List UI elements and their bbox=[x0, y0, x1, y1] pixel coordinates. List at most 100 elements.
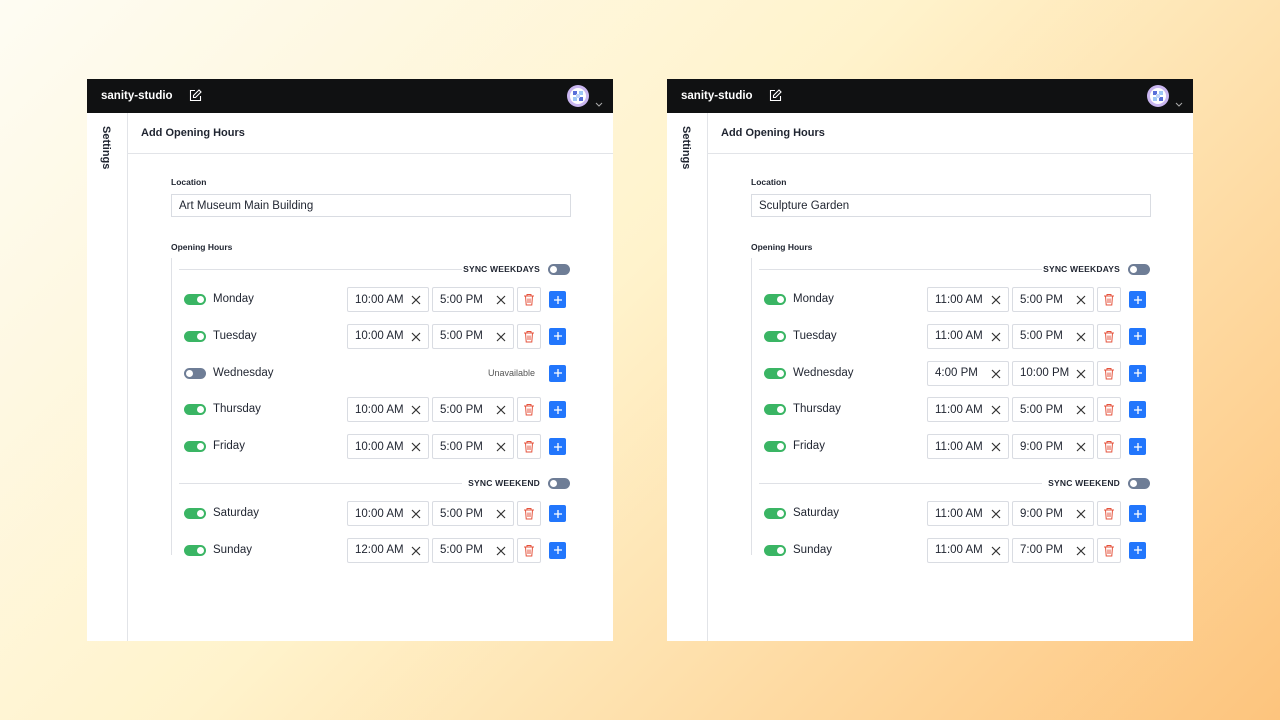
day-toggle[interactable] bbox=[764, 330, 786, 342]
open-time[interactable]: 11:00 AM bbox=[927, 537, 1009, 563]
open-time[interactable]: 10:00 AM bbox=[347, 323, 429, 349]
add-button[interactable] bbox=[549, 327, 566, 345]
day-toggle[interactable] bbox=[184, 508, 206, 519]
close-time[interactable]: 5:00 PM bbox=[1012, 397, 1094, 423]
day-toggle[interactable] bbox=[764, 404, 786, 416]
delete-button[interactable] bbox=[1097, 360, 1121, 386]
add-button[interactable] bbox=[1129, 438, 1146, 456]
delete-button[interactable] bbox=[517, 501, 541, 526]
avatar[interactable] bbox=[1147, 85, 1169, 107]
add-button[interactable] bbox=[549, 438, 566, 456]
sync-toggle[interactable] bbox=[548, 478, 570, 489]
clear-button[interactable] bbox=[496, 509, 506, 519]
clear-button[interactable] bbox=[411, 405, 421, 415]
open-time[interactable]: 11:00 AM bbox=[927, 501, 1009, 526]
clear-button[interactable] bbox=[991, 509, 1001, 519]
delete-button[interactable] bbox=[517, 434, 541, 460]
delete-button[interactable] bbox=[1097, 434, 1121, 460]
delete-button[interactable] bbox=[1097, 537, 1121, 563]
close-time[interactable]: 5:00 PM bbox=[432, 434, 514, 460]
add-button[interactable] bbox=[549, 401, 566, 419]
clear-button[interactable] bbox=[496, 546, 506, 556]
day-toggle[interactable] bbox=[764, 441, 786, 453]
sync-toggle[interactable] bbox=[1128, 478, 1150, 489]
day-toggle[interactable] bbox=[184, 294, 206, 305]
close-time[interactable]: 5:00 PM bbox=[432, 501, 514, 526]
clear-button[interactable] bbox=[1076, 369, 1086, 379]
clear-button[interactable] bbox=[1076, 405, 1086, 415]
add-button[interactable] bbox=[549, 364, 566, 382]
sync-toggle[interactable] bbox=[1128, 264, 1150, 275]
clear-button[interactable] bbox=[1076, 509, 1086, 519]
clear-button[interactable] bbox=[991, 442, 1001, 452]
close-time[interactable]: 5:00 PM bbox=[432, 537, 514, 563]
close-time[interactable]: 7:00 PM bbox=[1012, 537, 1094, 563]
sidebar-label[interactable]: Settings bbox=[680, 126, 692, 170]
sidebar-label[interactable]: Settings bbox=[100, 126, 112, 170]
open-time[interactable]: 10:00 AM bbox=[347, 501, 429, 526]
open-time[interactable]: 10:00 AM bbox=[347, 434, 429, 460]
clear-button[interactable] bbox=[411, 442, 421, 452]
delete-button[interactable] bbox=[1097, 501, 1121, 526]
add-button[interactable] bbox=[1129, 291, 1146, 308]
day-toggle[interactable] bbox=[764, 508, 786, 519]
open-time[interactable]: 11:00 AM bbox=[927, 323, 1009, 349]
clear-button[interactable] bbox=[1076, 295, 1086, 305]
close-time[interactable]: 9:00 PM bbox=[1012, 501, 1094, 526]
day-toggle[interactable] bbox=[184, 441, 206, 453]
delete-button[interactable] bbox=[517, 287, 541, 312]
close-time[interactable]: 5:00 PM bbox=[432, 287, 514, 312]
open-time[interactable]: 10:00 AM bbox=[347, 397, 429, 423]
day-toggle[interactable] bbox=[764, 544, 786, 556]
clear-button[interactable] bbox=[1076, 332, 1086, 342]
add-button[interactable] bbox=[1129, 401, 1146, 419]
clear-button[interactable] bbox=[1076, 442, 1086, 452]
add-button[interactable] bbox=[549, 505, 566, 522]
clear-button[interactable] bbox=[991, 405, 1001, 415]
avatar[interactable] bbox=[567, 85, 589, 107]
delete-button[interactable] bbox=[517, 397, 541, 423]
delete-button[interactable] bbox=[1097, 323, 1121, 349]
day-toggle[interactable] bbox=[184, 367, 206, 379]
edit-button[interactable] bbox=[769, 89, 782, 102]
clear-button[interactable] bbox=[496, 332, 506, 342]
clear-button[interactable] bbox=[991, 369, 1001, 379]
clear-button[interactable] bbox=[991, 546, 1001, 556]
avatar-menu[interactable] bbox=[595, 94, 603, 107]
clear-button[interactable] bbox=[991, 295, 1001, 305]
add-button[interactable] bbox=[549, 291, 566, 308]
close-time[interactable]: 5:00 PM bbox=[1012, 287, 1094, 312]
open-time[interactable]: 10:00 AM bbox=[347, 287, 429, 312]
location-input[interactable]: Sculpture Garden bbox=[751, 194, 1151, 217]
location-input[interactable]: Art Museum Main Building bbox=[171, 194, 571, 217]
sync-toggle[interactable] bbox=[548, 264, 570, 275]
close-time[interactable]: 9:00 PM bbox=[1012, 434, 1094, 460]
close-time[interactable]: 5:00 PM bbox=[1012, 323, 1094, 349]
day-toggle[interactable] bbox=[184, 544, 206, 556]
open-time[interactable]: 12:00 AM bbox=[347, 537, 429, 563]
clear-button[interactable] bbox=[411, 546, 421, 556]
delete-button[interactable] bbox=[1097, 287, 1121, 312]
clear-button[interactable] bbox=[411, 332, 421, 342]
clear-button[interactable] bbox=[411, 295, 421, 305]
clear-button[interactable] bbox=[496, 405, 506, 415]
add-button[interactable] bbox=[1129, 364, 1146, 382]
open-time[interactable]: 4:00 PM bbox=[927, 360, 1009, 386]
delete-button[interactable] bbox=[517, 537, 541, 563]
clear-button[interactable] bbox=[411, 509, 421, 519]
add-button[interactable] bbox=[1129, 327, 1146, 345]
avatar-menu[interactable] bbox=[1175, 94, 1183, 107]
open-time[interactable]: 11:00 AM bbox=[927, 287, 1009, 312]
close-time[interactable]: 5:00 PM bbox=[432, 397, 514, 423]
close-time[interactable]: 5:00 PM bbox=[432, 323, 514, 349]
add-button[interactable] bbox=[1129, 505, 1146, 522]
clear-button[interactable] bbox=[991, 332, 1001, 342]
day-toggle[interactable] bbox=[764, 294, 786, 305]
add-button[interactable] bbox=[1129, 541, 1146, 559]
delete-button[interactable] bbox=[1097, 397, 1121, 423]
day-toggle[interactable] bbox=[184, 404, 206, 416]
close-time[interactable]: 10:00 PM bbox=[1012, 360, 1094, 386]
add-button[interactable] bbox=[549, 541, 566, 559]
edit-button[interactable] bbox=[189, 89, 202, 102]
open-time[interactable]: 11:00 AM bbox=[927, 434, 1009, 460]
